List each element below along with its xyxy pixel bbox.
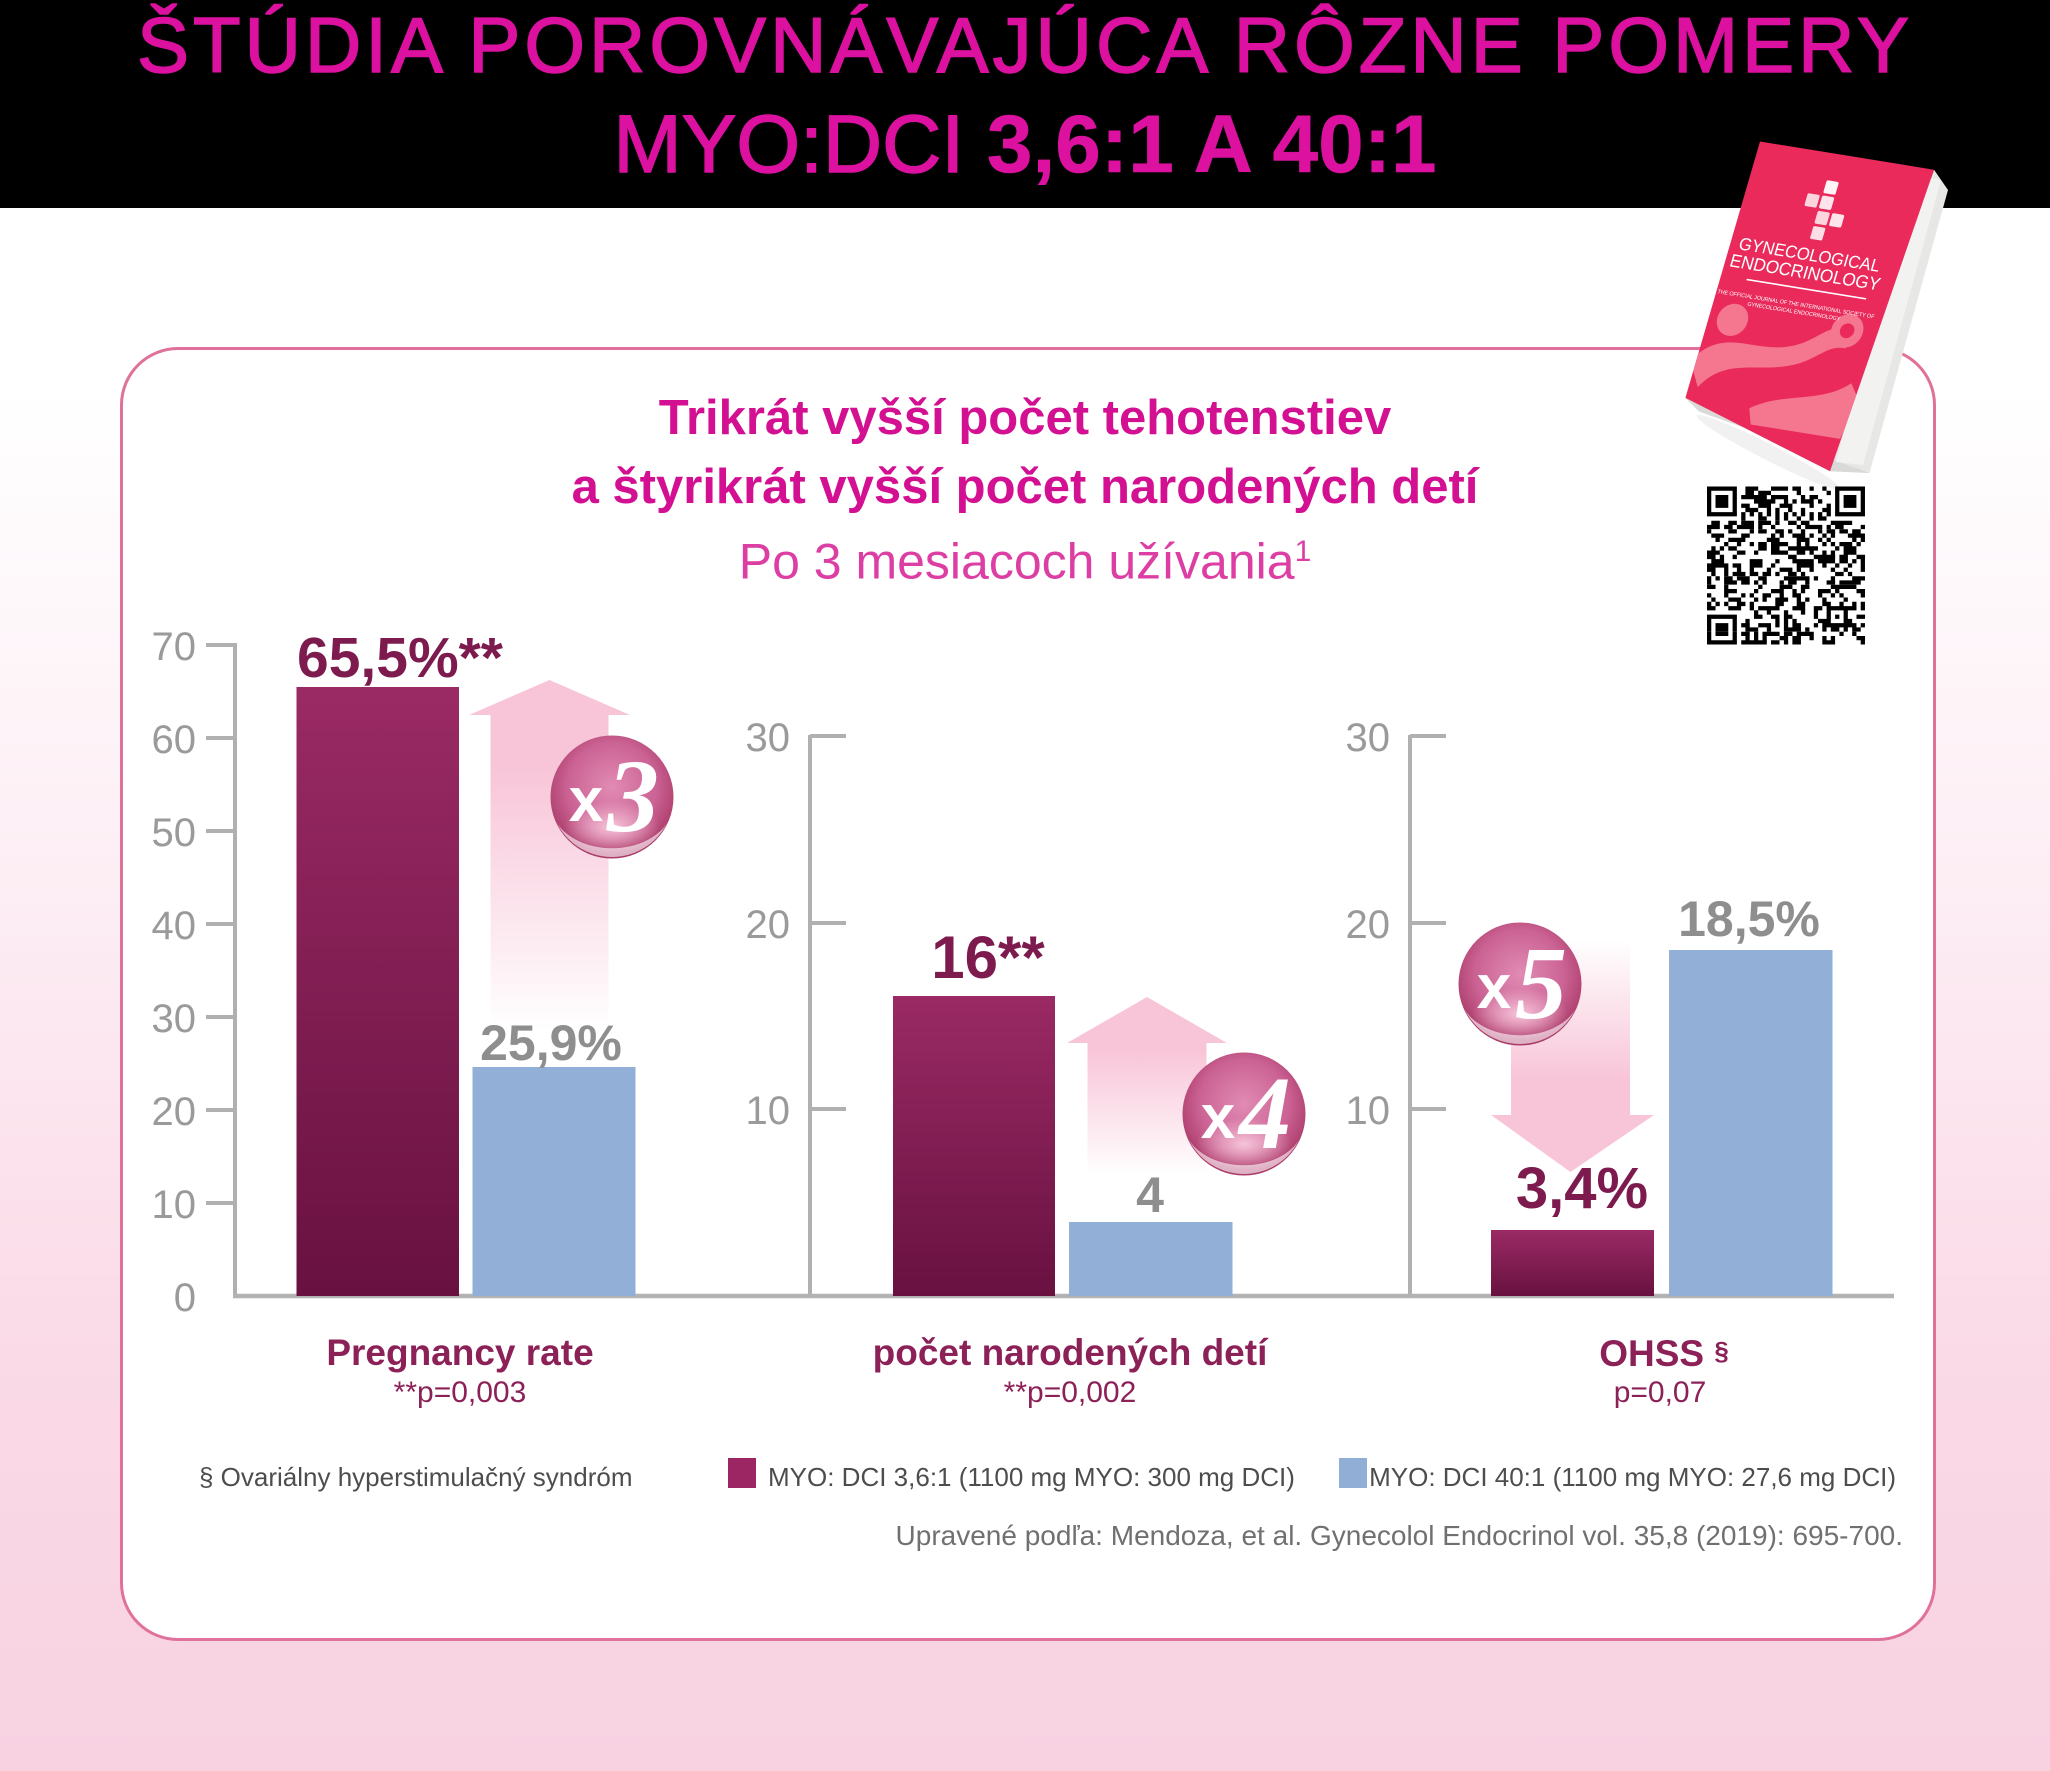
svg-text:60: 60 [152,718,197,762]
svg-text:0: 0 [174,1276,196,1320]
svg-text:20: 20 [746,903,791,947]
svg-text:50: 50 [152,811,197,855]
svg-text:3: 3 [606,739,659,854]
svg-text:4: 4 [1237,1056,1291,1171]
svg-text:30: 30 [746,716,791,760]
svg-text:40: 40 [152,904,197,948]
svg-text:30: 30 [152,997,197,1041]
svg-text:x: x [569,766,604,835]
svg-text:10: 10 [746,1089,791,1133]
svg-text:x: x [1477,953,1512,1022]
svg-text:70: 70 [152,625,197,669]
svg-text:30: 30 [1346,716,1391,760]
svg-text:10: 10 [152,1183,197,1227]
svg-text:x: x [1201,1083,1236,1152]
svg-text:5: 5 [1515,926,1567,1041]
svg-text:10: 10 [1346,1089,1391,1133]
svg-text:20: 20 [152,1090,197,1134]
svg-text:20: 20 [1346,903,1391,947]
